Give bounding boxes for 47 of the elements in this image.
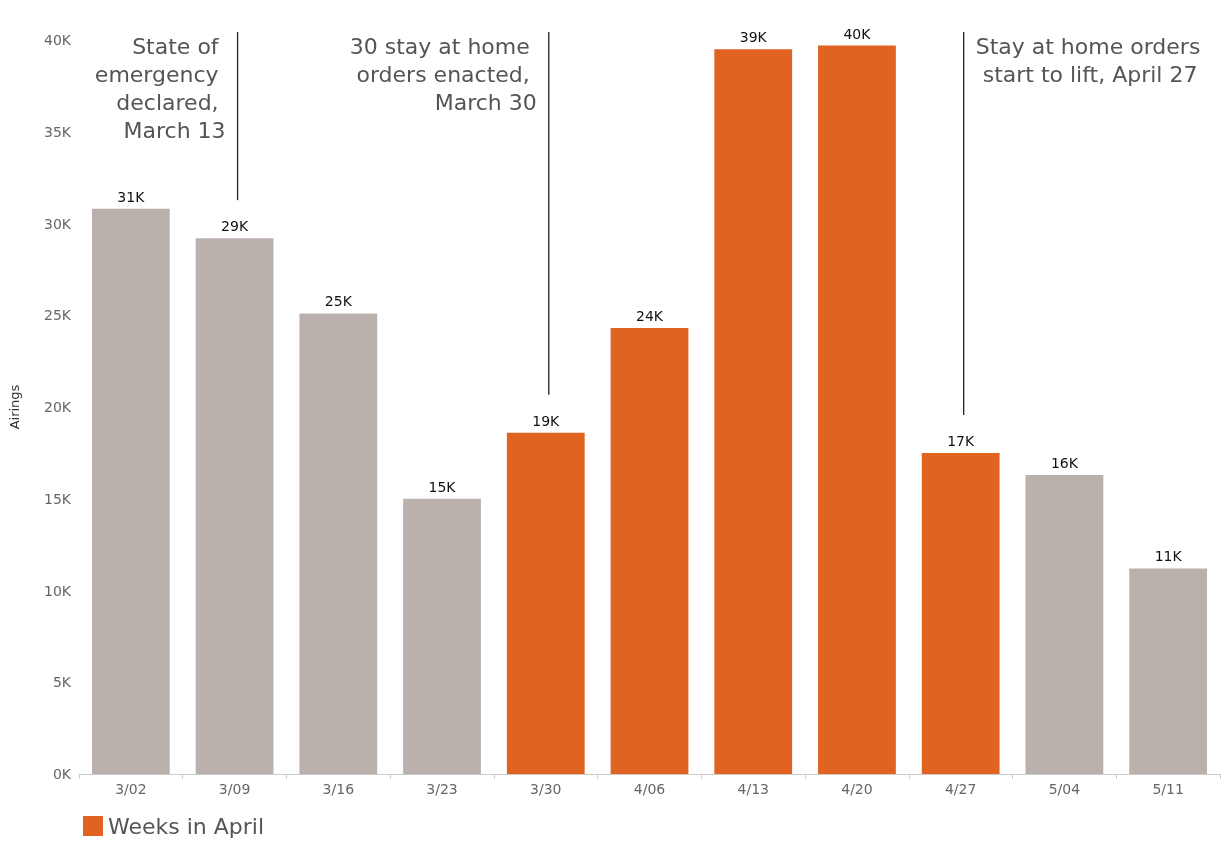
bar: [299, 313, 378, 774]
bar: [403, 498, 481, 774]
y-tick-label: 0K: [52, 766, 72, 782]
y-tick-label: 35K: [44, 123, 72, 140]
x-tick-label: 3/16: [322, 781, 355, 797]
bar: [921, 452, 1000, 774]
data-label: 40K: [843, 25, 872, 42]
legend-label: Weeks in April: [108, 813, 265, 839]
y-axis-title: Airings: [7, 384, 22, 430]
bar: [818, 45, 896, 774]
data-label: 11K: [1154, 548, 1183, 565]
x-tick-label: 5/04: [1048, 781, 1081, 797]
x-tick-label: 3/23: [426, 781, 458, 797]
data-label: 19K: [532, 412, 561, 429]
data-label: 17K: [947, 432, 975, 449]
x-tick-label: 5/11: [1152, 781, 1184, 797]
x-tick-label: 4/20: [841, 781, 873, 797]
y-tick-label: 5K: [52, 674, 72, 691]
x-tick-label: 3/09: [218, 781, 251, 797]
x-tick-label: 3/30: [530, 781, 562, 797]
bar: [610, 328, 689, 774]
y-tick-label: 15K: [44, 490, 72, 507]
ref-line-label: Stay at home orders start to lift, April 27: [975, 33, 1201, 87]
x-tick-label: 3/02: [115, 781, 147, 797]
x-tick-label: 4/06: [633, 781, 666, 797]
bar: [1025, 474, 1104, 774]
x-tick-label: 4/13: [737, 781, 769, 797]
data-label: 16K: [1050, 454, 1079, 471]
y-tick-label: 30K: [44, 215, 72, 232]
bar: [1129, 568, 1208, 774]
bar: [506, 432, 585, 774]
ref-line-label: State of emergency declared, March 13: [94, 33, 226, 143]
data-label: 29K: [221, 218, 249, 235]
ref-line-label: 30 stay at home orders enacted, March 30: [349, 33, 537, 115]
bar: [714, 49, 793, 774]
data-label: 25K: [324, 293, 353, 310]
data-label: 31K: [117, 188, 146, 205]
x-tick-label: 4/27: [944, 781, 977, 797]
data-label: 15K: [428, 478, 457, 495]
y-tick-label: 10K: [44, 582, 72, 599]
bar: [195, 238, 274, 774]
data-label: 39K: [739, 29, 768, 46]
y-tick-label: 20K: [44, 399, 72, 415]
data-label: 24K: [636, 308, 664, 325]
y-tick-label: 25K: [44, 307, 72, 324]
bar: [91, 208, 170, 774]
y-tick-label: 40K: [44, 32, 72, 48]
